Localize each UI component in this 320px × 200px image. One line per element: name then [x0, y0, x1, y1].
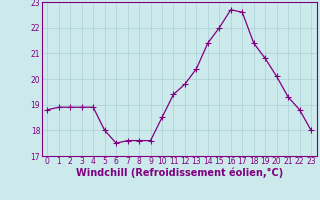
X-axis label: Windchill (Refroidissement éolien,°C): Windchill (Refroidissement éolien,°C) — [76, 168, 283, 178]
